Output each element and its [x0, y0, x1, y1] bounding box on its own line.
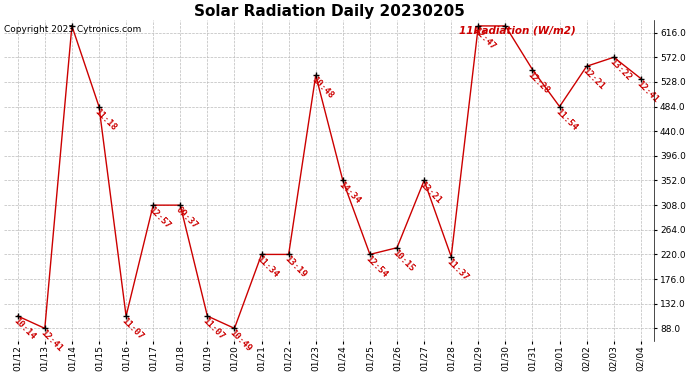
Text: 11:34: 11:34 [255, 254, 281, 280]
Text: 12:47: 12:47 [472, 26, 497, 51]
Text: 12:28: 12:28 [526, 70, 551, 95]
Text: 11:07: 11:07 [201, 316, 226, 341]
Title: Solar Radiation Daily 20230205: Solar Radiation Daily 20230205 [194, 4, 465, 19]
Text: 11:37: 11:37 [445, 256, 470, 282]
Text: 10:14: 10:14 [11, 316, 37, 341]
Text: 13:19: 13:19 [282, 254, 308, 280]
Text: 12:21: 12:21 [580, 66, 606, 92]
Text: 13:21: 13:21 [417, 180, 443, 206]
Text: 10:48: 10:48 [309, 75, 335, 100]
Text: 12:57: 12:57 [147, 205, 172, 231]
Text: 13:22: 13:22 [607, 57, 633, 82]
Text: 10:49: 10:49 [228, 328, 253, 354]
Text: 11:54: 11:54 [553, 106, 579, 132]
Text: 12:41: 12:41 [635, 79, 660, 104]
Text: 11Radiation (W/m2): 11Radiation (W/m2) [460, 25, 576, 35]
Text: 11:07: 11:07 [120, 316, 145, 341]
Text: 11:18: 11:18 [92, 106, 118, 132]
Text: Copyright 2023 Cytronics.com: Copyright 2023 Cytronics.com [4, 25, 141, 34]
Text: 10:15: 10:15 [391, 248, 416, 273]
Text: 12:54: 12:54 [364, 254, 389, 280]
Text: 12:41: 12:41 [39, 328, 63, 354]
Text: 09:37: 09:37 [174, 205, 199, 231]
Text: 14:34: 14:34 [337, 180, 362, 206]
